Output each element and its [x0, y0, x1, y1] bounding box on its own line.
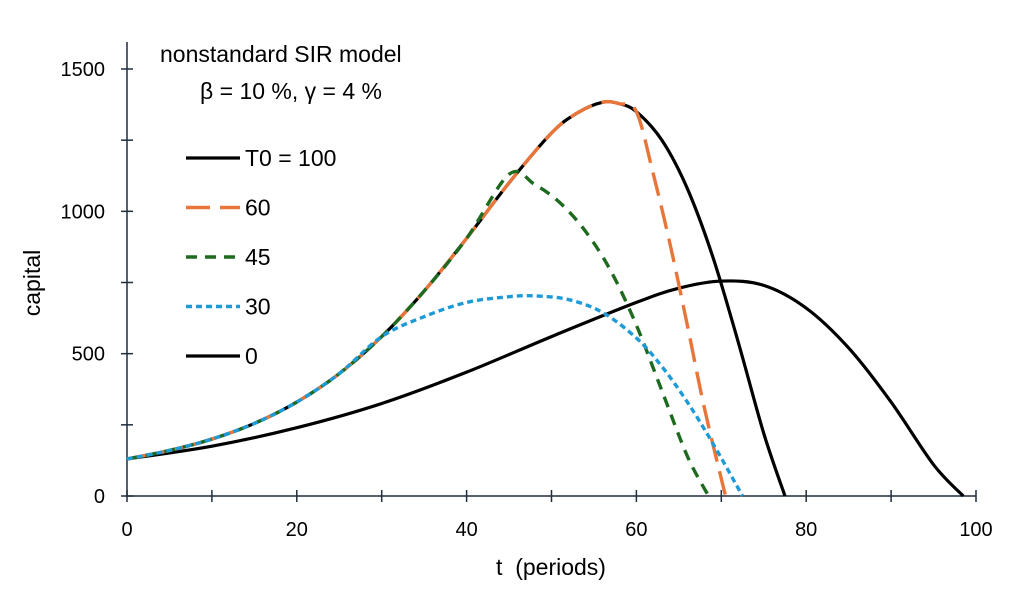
y-tick-label: 500	[72, 344, 105, 366]
series-line-t0-100	[126, 100, 787, 497]
legend-label: T0 = 100	[245, 145, 336, 171]
x-tick-label: 80	[795, 519, 817, 541]
y-tick-label: 0	[94, 486, 105, 508]
series-line-0	[126, 279, 965, 498]
y-axis-title: capital	[19, 250, 45, 316]
x-tick-label: 20	[286, 519, 308, 541]
plot-series	[126, 99, 965, 498]
x-tick-label: 0	[121, 519, 132, 541]
x-tick-label: 60	[625, 519, 647, 541]
chart-title: nonstandard SIR model	[160, 41, 402, 67]
x-axis-title: t (periods)	[496, 554, 606, 580]
series-line-60	[126, 99, 728, 497]
legend-label: 60	[245, 195, 271, 221]
axes: 0 500 1000 1500 0 20 40 60 80 100	[61, 42, 993, 541]
series-line-30	[126, 293, 745, 497]
x-tick-label: 40	[455, 519, 477, 541]
legend: T0 = 100 60 45 30 0	[186, 145, 336, 369]
y-tick-label: 1500	[61, 59, 106, 81]
y-tick-label: 1000	[61, 201, 106, 223]
series-line-45	[126, 169, 711, 497]
chart-subtitle: β = 10 %, γ = 4 %	[200, 78, 382, 104]
legend-label: 30	[245, 294, 271, 320]
x-tick-label: 100	[959, 519, 992, 541]
legend-label: 45	[245, 244, 271, 270]
legend-label: 0	[245, 343, 258, 369]
